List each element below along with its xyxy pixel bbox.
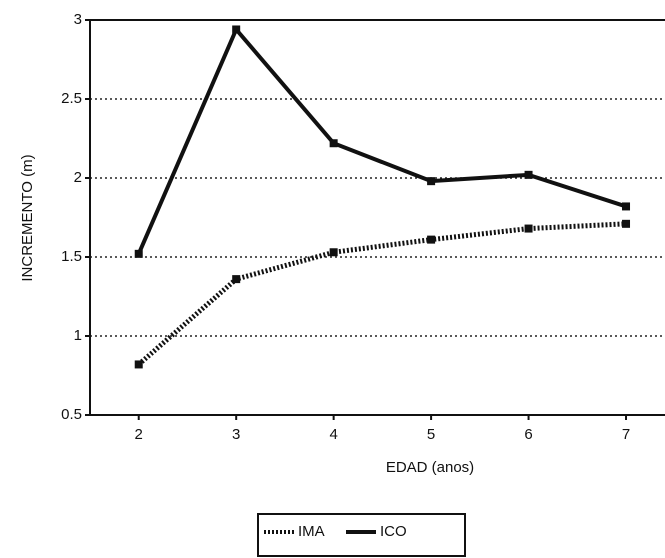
y-axis-label: INCREMENTO (m) [19, 154, 36, 281]
y-tick-label: 2 [74, 169, 82, 186]
y-tick-label: 2.5 [61, 90, 82, 107]
y-tick-label: 1 [74, 327, 82, 344]
y-tick-label: 3 [74, 11, 82, 28]
point-marker [622, 219, 631, 228]
x-tick-label: 7 [622, 426, 630, 443]
point-marker [134, 360, 143, 369]
point-marker [329, 139, 338, 148]
y-tick-label: 1.5 [61, 248, 82, 265]
x-axis-label: EDAD (anos) [386, 459, 474, 476]
point-marker [622, 202, 631, 211]
point-marker [329, 248, 338, 257]
point-marker [134, 249, 143, 258]
x-tick-label: 6 [524, 426, 532, 443]
series-line [137, 221, 627, 367]
point-marker [232, 275, 241, 284]
x-tick-label: 2 [135, 426, 143, 443]
point-marker [524, 170, 533, 179]
legend-box [257, 513, 466, 557]
point-marker [232, 25, 241, 34]
x-tick-label: 5 [427, 426, 435, 443]
point-marker [427, 177, 436, 186]
legend-label: IMA [298, 523, 325, 540]
y-tick-label: 0.5 [61, 406, 82, 423]
series-line [136, 25, 627, 255]
legend-label: ICO [380, 523, 407, 540]
x-tick-label: 4 [329, 426, 337, 443]
point-marker [427, 235, 436, 244]
point-marker [524, 224, 533, 233]
x-tick-label: 3 [232, 426, 240, 443]
